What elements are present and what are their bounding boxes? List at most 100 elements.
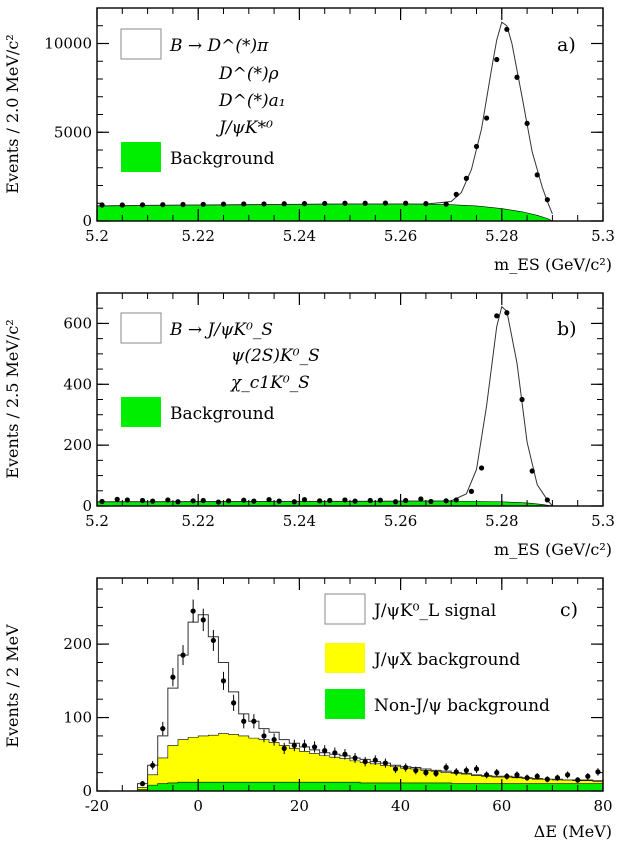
x-tick-label: 5.24	[283, 512, 316, 530]
data-point	[266, 497, 271, 502]
data-point	[504, 27, 509, 32]
data-point	[352, 755, 357, 760]
data-point	[464, 176, 469, 181]
data-point	[120, 202, 125, 207]
data-point	[201, 202, 206, 207]
x-tick-label: 40	[391, 797, 410, 815]
data-point	[484, 772, 489, 777]
data-point	[211, 638, 216, 643]
panel-c-y-axis-label: Events / 2 MeV	[3, 624, 22, 748]
panel-c-legend: J/ψK⁰_L signal J/ψX background Non-J/ψ b…	[325, 594, 550, 719]
data-point	[525, 775, 530, 780]
data-point	[413, 768, 418, 773]
data-point	[241, 498, 246, 503]
legend-green-swatch	[325, 689, 365, 719]
data-point	[479, 465, 484, 470]
data-point	[140, 498, 145, 503]
legend-open-box	[325, 594, 365, 624]
data-point	[514, 772, 519, 777]
data-point	[292, 743, 297, 748]
data-point	[444, 498, 449, 503]
data-point	[180, 202, 185, 207]
data-point	[454, 192, 459, 197]
data-point	[519, 397, 524, 402]
data-point	[383, 760, 388, 765]
data-point	[403, 498, 408, 503]
x-tick-label: 5.26	[384, 227, 417, 245]
data-point	[160, 726, 165, 731]
data-point	[312, 744, 317, 749]
x-tick-label: 5.28	[485, 227, 518, 245]
data-point	[363, 759, 368, 764]
data-point	[474, 144, 479, 149]
data-point	[494, 770, 499, 775]
data-point	[191, 498, 196, 503]
data-point	[140, 202, 145, 207]
y-tick-label: 100	[63, 709, 92, 727]
data-point	[216, 499, 221, 504]
data-point	[272, 737, 277, 742]
data-point	[494, 313, 499, 318]
data-point	[393, 766, 398, 771]
data-point	[403, 765, 408, 770]
data-point	[444, 765, 449, 770]
data-point	[251, 499, 256, 504]
data-point	[302, 743, 307, 748]
data-point	[115, 497, 120, 502]
x-tick-label: 5.22	[181, 512, 214, 530]
data-point	[504, 310, 509, 315]
data-point	[277, 499, 282, 504]
data-point	[575, 777, 580, 782]
legend-open-box	[121, 313, 161, 343]
legend-yellow-swatch	[325, 643, 365, 673]
data-point	[201, 617, 206, 622]
x-tick-label: 5.3	[591, 512, 615, 530]
panel-b: 5.2 5.22 5.24 5.26 5.28 5.3 0 200 400 600 B → J/ψ…	[3, 293, 615, 559]
legend-label-b-to-d-pi: B → D^(*)π	[169, 36, 269, 56]
data-point	[342, 497, 347, 502]
panel-a-y-axis-label: Events / 2.0 MeV/c²	[3, 34, 22, 193]
y-tick-label: 5000	[54, 123, 92, 141]
legend-label-jpsi-kstar: J/ψK*⁰	[216, 118, 273, 138]
x-tick-label: 20	[290, 797, 309, 815]
data-point	[125, 497, 130, 502]
data-point	[474, 766, 479, 771]
legend-label-d-rho: D^(*)ρ	[218, 64, 279, 84]
data-point	[454, 497, 459, 502]
data-point	[302, 201, 307, 206]
data-point	[332, 750, 337, 755]
data-point	[545, 497, 550, 502]
legend-label-background: Background	[170, 149, 275, 169]
panel-b-data-points	[99, 310, 549, 504]
data-point	[292, 499, 297, 504]
panel-b-tag: b)	[557, 318, 577, 340]
panel-b-legend: B → J/ψK⁰_S ψ(2S)K⁰_S χ_c1K⁰_S Backgroun…	[121, 313, 320, 427]
legend-label-b-to-jpsi-ks: B → J/ψK⁰_S	[169, 320, 273, 340]
data-point	[418, 496, 423, 501]
x-tick-label: 0	[193, 797, 203, 815]
data-point	[302, 497, 307, 502]
legend-label-background: Background	[170, 404, 275, 424]
data-point	[373, 758, 378, 763]
data-point	[444, 202, 449, 207]
legend-label-jpsi-x-background: J/ψX background	[372, 650, 520, 670]
y-tick-label: 200	[63, 436, 92, 454]
x-tick-label: 60	[492, 797, 511, 815]
data-point	[469, 489, 474, 494]
data-point	[484, 115, 489, 120]
data-point	[241, 201, 246, 206]
non-j-psi-histogram	[137, 782, 603, 791]
data-point	[525, 121, 530, 126]
data-point	[378, 498, 383, 503]
data-point	[454, 769, 459, 774]
data-point	[99, 499, 104, 504]
data-point	[565, 772, 570, 777]
legend-label-d-a1: D^(*)a₁	[218, 91, 286, 111]
panel-a-data-points	[99, 27, 549, 208]
data-point	[261, 201, 266, 206]
data-point	[363, 201, 368, 206]
fit-curve	[97, 307, 552, 506]
y-tick-label: 0	[82, 497, 92, 515]
data-point	[221, 678, 226, 683]
